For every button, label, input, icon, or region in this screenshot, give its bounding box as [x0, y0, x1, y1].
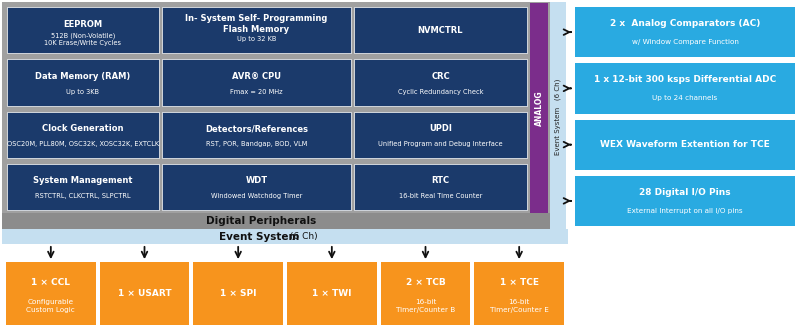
Bar [6, 262, 96, 325]
Bar [2, 213, 550, 229]
Text: Up to 32 KB: Up to 32 KB [237, 36, 276, 42]
Bar [550, 2, 566, 244]
Bar [575, 176, 795, 226]
Bar [100, 262, 190, 325]
Bar [162, 59, 351, 106]
Text: 1 × TCE: 1 × TCE [500, 278, 538, 287]
Bar [7, 164, 159, 210]
Text: Event System   (6 Ch): Event System (6 Ch) [554, 78, 562, 155]
Bar [354, 7, 527, 53]
Text: OSC20M, PLL80M, OSC32K, XOSC32K, EXTCLK: OSC20M, PLL80M, OSC32K, XOSC32K, EXTCLK [7, 141, 159, 147]
Bar [575, 7, 795, 57]
Bar [474, 262, 564, 325]
Bar [575, 120, 795, 170]
Text: In- System Self- Programming
Flash Memory: In- System Self- Programming Flash Memor… [186, 14, 328, 34]
Text: 16-bit Real Time Counter: 16-bit Real Time Counter [399, 193, 482, 199]
Text: External Interrupt on all I/O pins: External Interrupt on all I/O pins [627, 208, 743, 214]
Bar [2, 2, 552, 244]
Text: 16-bit
Timer/Counter B: 16-bit Timer/Counter B [396, 299, 455, 313]
Text: CRC: CRC [431, 72, 450, 81]
Bar [287, 262, 377, 325]
Text: 1 x 12-bit 300 ksps Differential ADC: 1 x 12-bit 300 ksps Differential ADC [594, 75, 776, 84]
Text: 1 × USART: 1 × USART [118, 289, 171, 298]
Text: Windowed Watchdog Timer: Windowed Watchdog Timer [211, 193, 302, 199]
Bar [162, 164, 351, 210]
Text: Digital Peripherals: Digital Peripherals [206, 216, 316, 226]
Text: RTC: RTC [431, 176, 450, 185]
Text: WEX Waveform Extention for TCE: WEX Waveform Extention for TCE [600, 140, 770, 149]
Text: UPDI: UPDI [429, 124, 452, 133]
Bar [7, 59, 159, 106]
Bar [2, 2, 550, 229]
Text: 1 × SPI: 1 × SPI [220, 289, 257, 298]
Text: (6 Ch): (6 Ch) [290, 232, 318, 241]
Bar [194, 262, 283, 325]
Text: 512B (Non-Volatile)
10K Erase/Write Cycles: 512B (Non-Volatile) 10K Erase/Write Cycl… [45, 32, 122, 46]
Text: Detectors/References: Detectors/References [205, 124, 308, 133]
Bar [162, 112, 351, 158]
Bar [354, 164, 527, 210]
Text: Up to 3KB: Up to 3KB [66, 89, 99, 95]
Text: 1 × TWI: 1 × TWI [312, 289, 351, 298]
Text: w/ Window Compare Function: w/ Window Compare Function [631, 39, 738, 45]
Text: Data Memory (RAM): Data Memory (RAM) [35, 72, 130, 81]
Text: NVMCTRL: NVMCTRL [418, 26, 463, 35]
Text: WDT: WDT [246, 176, 267, 185]
Text: 1 × CCL: 1 × CCL [31, 278, 70, 287]
Bar [381, 262, 470, 325]
Bar [2, 229, 568, 244]
Text: Configurable
Custom Logic: Configurable Custom Logic [26, 299, 75, 313]
Bar [162, 7, 351, 53]
Text: Cyclic Redundancy Check: Cyclic Redundancy Check [398, 89, 483, 95]
Text: ANALOG: ANALOG [534, 91, 543, 126]
Text: System Management: System Management [34, 176, 133, 185]
Bar [530, 3, 548, 213]
Bar [7, 7, 159, 53]
Bar [575, 63, 795, 114]
Text: AVR® CPU: AVR® CPU [232, 72, 281, 81]
Text: EEPROM: EEPROM [63, 20, 102, 29]
Text: Event System: Event System [219, 231, 299, 241]
Text: 2 x  Analog Comparators (AC): 2 x Analog Comparators (AC) [610, 19, 760, 28]
Text: 16-bit
Timer/Counter E: 16-bit Timer/Counter E [490, 299, 549, 313]
Text: 2 × TCB: 2 × TCB [406, 278, 446, 287]
Text: Up to 24 channels: Up to 24 channels [652, 96, 718, 102]
Text: 28 Digital I/O Pins: 28 Digital I/O Pins [639, 188, 731, 197]
Text: RSTCTRL, CLKCTRL, SLPCTRL: RSTCTRL, CLKCTRL, SLPCTRL [35, 193, 131, 199]
Text: Clock Generation: Clock Generation [42, 124, 124, 133]
Bar [7, 112, 159, 158]
Text: RST, POR, Bandgap, BOD, VLM: RST, POR, Bandgap, BOD, VLM [206, 141, 307, 147]
Text: Fmax = 20 MHz: Fmax = 20 MHz [230, 89, 283, 95]
Bar [354, 59, 527, 106]
Bar [550, 2, 566, 244]
Bar [354, 112, 527, 158]
Text: Unified Program and Debug Interface: Unified Program and Debug Interface [378, 141, 503, 147]
